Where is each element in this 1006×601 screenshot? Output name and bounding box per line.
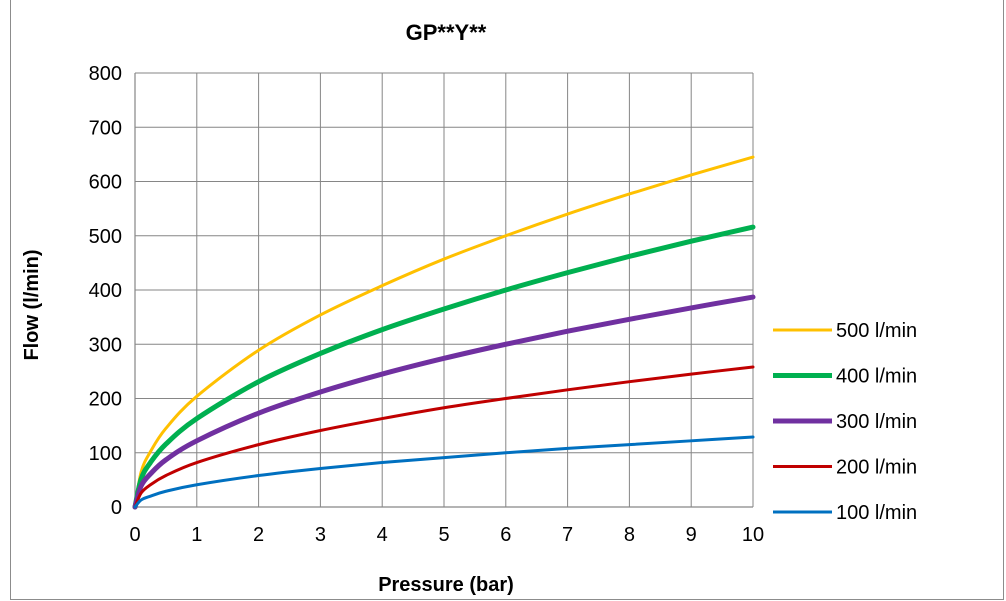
y-tick-label: 800 bbox=[89, 63, 122, 85]
y-tick-label: 300 bbox=[89, 334, 122, 356]
legend-label: 100 l/min bbox=[836, 502, 917, 524]
y-tick-label: 200 bbox=[89, 389, 122, 411]
series-line-1 bbox=[133, 155, 755, 509]
x-axis-title: Pressure (bar) bbox=[378, 574, 514, 596]
legend-label: 300 l/min bbox=[836, 411, 917, 433]
x-tick-label: 1 bbox=[191, 524, 202, 546]
series-line-3 bbox=[132, 294, 756, 510]
y-tick-label: 600 bbox=[89, 172, 122, 194]
series-line-2 bbox=[132, 224, 756, 510]
series-line-4 bbox=[133, 365, 755, 509]
legend-label: 200 l/min bbox=[836, 457, 917, 479]
legend-label: 500 l/min bbox=[836, 320, 917, 342]
x-tick-label: 2 bbox=[253, 524, 264, 546]
x-tick-label: 9 bbox=[686, 524, 697, 546]
series-lines bbox=[132, 155, 756, 510]
y-axis-title: Flow (l/min) bbox=[21, 249, 43, 360]
x-tick-label: 3 bbox=[315, 524, 326, 546]
legend: 500 l/min 400 l/min 300 l/min 200 l/min 100 … bbox=[773, 320, 917, 524]
x-tick-label: 5 bbox=[438, 524, 449, 546]
chart-title: GP**Y** bbox=[406, 20, 487, 45]
chart-frame bbox=[10, 0, 1004, 600]
x-tick-label: 4 bbox=[377, 524, 388, 546]
series-line-5 bbox=[133, 435, 755, 509]
grid bbox=[134, 72, 754, 508]
x-tick-label: 6 bbox=[500, 524, 511, 546]
y-tick-label: 100 bbox=[89, 443, 122, 465]
legend-label: 400 l/min bbox=[836, 366, 917, 388]
x-tick-label: 7 bbox=[562, 524, 573, 546]
y-tick-label: 0 bbox=[111, 497, 122, 519]
x-tick-label: 8 bbox=[624, 524, 635, 546]
y-tick-label: 500 bbox=[89, 226, 122, 248]
x-tick-label: 0 bbox=[129, 524, 140, 546]
x-tick-label: 10 bbox=[742, 524, 764, 546]
y-tick-label: 400 bbox=[89, 280, 122, 302]
y-tick-label: 700 bbox=[89, 117, 122, 139]
